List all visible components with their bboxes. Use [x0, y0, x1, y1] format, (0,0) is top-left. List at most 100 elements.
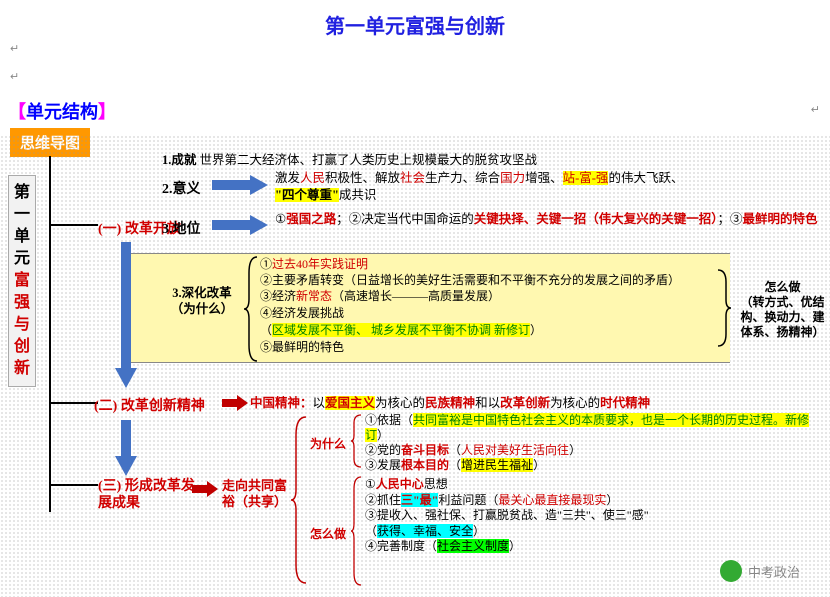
bracket-left: 【	[8, 102, 26, 122]
r2: ②主要矛盾转变（日益增长的美好生活需要和不平衡不充分的发展之间的矛盾）	[260, 273, 720, 288]
curly-bracket-icon	[243, 255, 261, 363]
h2: ②抓住三"最"利益问题（最关心最直接最现实）	[365, 493, 830, 509]
t: 和以	[475, 396, 500, 410]
r3: ③经济新常态（高速增长———高质量发展）	[260, 288, 720, 305]
t: 为核心的	[550, 396, 600, 410]
t: 三"最"	[401, 493, 438, 507]
t: ③发展	[365, 458, 401, 472]
curly-bracket-right-icon	[716, 268, 732, 348]
w3: ③发展根本目的（增进民生福祉）	[365, 458, 820, 473]
t: ②党的	[365, 443, 401, 457]
t: ）	[377, 428, 389, 442]
t: 最鲜明的特色	[743, 212, 818, 226]
unit-title: 第一单元富强与创新	[0, 0, 830, 39]
branch2-text: 中国精神：以爱国主义为核心的民族精神和以改革创新为核心的时代精神	[250, 395, 830, 412]
branch3-how-label: 怎么做	[310, 525, 346, 542]
h3b: （获得、幸福、安全）	[365, 524, 830, 540]
b1-l2-num: 2.意义	[162, 178, 201, 198]
branch3-why-label: 为什么	[310, 435, 346, 452]
t: 增强、	[525, 171, 563, 185]
t: 的伟大飞跃、	[608, 171, 683, 185]
t: ；②决定当代中国命运的	[336, 212, 474, 226]
b1-l2-text: 激发人民积极性、解放社会生产力、综合国力增强、站-富-强的伟大飞跃、 "四个尊重…	[275, 170, 815, 204]
r4: ④经济发展挑战	[260, 305, 720, 322]
branch3-why-rows: ①依据（共同富裕是中国特色社会主义的本质要求，也是一个长期的历史过程。新修订） …	[365, 413, 820, 473]
section-title: 单元结构	[26, 102, 98, 122]
arrow-down-blue-icon	[113, 418, 139, 478]
arrow-down-blue-icon	[113, 240, 139, 390]
arrow-red-icon	[190, 480, 220, 498]
tree-trunk-svg	[40, 150, 120, 530]
t: 过去40年实践证明	[272, 257, 368, 271]
h1: ①人民中心思想	[365, 477, 830, 493]
t: 积极性、解放	[325, 171, 400, 185]
t: ③经济	[260, 289, 296, 303]
t: 利益问题（	[438, 493, 498, 507]
b1-l1-text: 世界第二大经济体、打赢了人类历史上规模最大的脱贫攻坚战	[196, 153, 537, 167]
t: （	[449, 443, 461, 457]
t: 激发	[275, 171, 300, 185]
t: ）	[530, 323, 542, 337]
t: 怎么做	[764, 280, 800, 294]
t: ）	[606, 493, 618, 507]
return-mark: ↵	[811, 103, 820, 116]
watermark-text: 中考政治	[748, 562, 800, 581]
t: 强国之路	[286, 212, 336, 226]
w1: ①依据（共同富裕是中国特色社会主义的本质要求，也是一个长期的历史过程。新修订）	[365, 413, 820, 443]
b1-side: 怎么做 （转方式、优结构、换动力、建体系、扬精神）	[735, 280, 830, 340]
t: 社会	[400, 171, 425, 185]
t: ）	[509, 539, 521, 553]
t: ）	[569, 443, 581, 457]
t: ④完善制度（	[365, 539, 437, 553]
b1-l3-text: ①强国之路；②决定当代中国命运的关键抉择、关键一招（伟大复兴的关键一招）；③最鲜…	[275, 211, 820, 228]
branch3-label: (三) 形成改革发展成果	[98, 478, 198, 512]
t: （	[449, 458, 461, 472]
t: 思想	[424, 477, 448, 491]
t: 成共识	[339, 188, 377, 202]
branch1-line1: 1.成就 世界第二大经济体、打赢了人类历史上规模最大的脱贫攻坚战	[162, 152, 537, 169]
h3: ③提收入、强社保、打赢脱贫战、造"三共"、使三"感"	[365, 508, 830, 524]
vlabel-top: 第一单元	[11, 182, 33, 270]
return-mark: ↵	[10, 70, 19, 83]
arrow-red-icon	[220, 394, 250, 412]
t: ；③	[718, 212, 743, 226]
t: ①	[275, 212, 286, 226]
t: 增进民生福祉	[461, 458, 533, 472]
t: 人民	[300, 171, 325, 185]
bracket-right: 】	[98, 102, 116, 122]
t: （转方式、优结构、换动力、建体系、扬精神）	[740, 295, 824, 339]
unit-vertical-label: 第一单元 富强与创新	[8, 175, 36, 387]
watermark: 中考政治	[720, 560, 800, 582]
t: 关键抉择、关键一招（伟大复兴的关键一招）	[474, 212, 718, 226]
w2: ②党的奋斗目标（人民对美好生活向往）	[365, 443, 820, 458]
t: 最关心最直接最现实	[498, 493, 606, 507]
t: 区域发展不平衡、 城乡发展不平衡不协调 新修订	[272, 323, 530, 337]
t: 爱国主义	[325, 396, 375, 410]
t: 为核心的	[375, 396, 425, 410]
t: （	[260, 323, 272, 337]
t: 中国精神：	[250, 396, 313, 410]
t: 以	[313, 396, 326, 410]
t: ①	[365, 477, 376, 491]
branch3-mid: 走向共同富裕（共享）	[222, 478, 292, 510]
curly-bracket-icon	[290, 415, 310, 585]
curly-small-icon	[350, 413, 364, 469]
t: 站-富-强	[563, 171, 609, 185]
t: 民族精神	[425, 396, 475, 410]
t: 生产力、综合	[425, 171, 500, 185]
t: 新常态	[296, 289, 332, 303]
t: 获得、幸福、安全	[377, 524, 473, 538]
t: 时代精神	[600, 396, 650, 410]
b1-l4-num: 3.深化改革（为什么）	[162, 285, 242, 317]
t: ②抓住	[365, 493, 401, 507]
branch3-how-rows: ①人民中心思想 ②抓住三"最"利益问题（最关心最直接最现实） ③提收入、强社保、…	[365, 477, 830, 555]
b1-l3-num: 3.地位	[162, 218, 201, 238]
return-mark: ↵	[10, 42, 19, 55]
t: 改革创新	[500, 396, 550, 410]
t: 社会主义制度	[437, 539, 509, 553]
section-header: 【单元结构】	[8, 98, 116, 124]
r5: （区域发展不平衡、 城乡发展不平衡不协调 新修订）	[260, 322, 720, 339]
t: "四个尊重"	[275, 188, 339, 202]
t: 人民中心	[376, 477, 424, 491]
r6: ⑤最鲜明的特色	[260, 339, 720, 356]
